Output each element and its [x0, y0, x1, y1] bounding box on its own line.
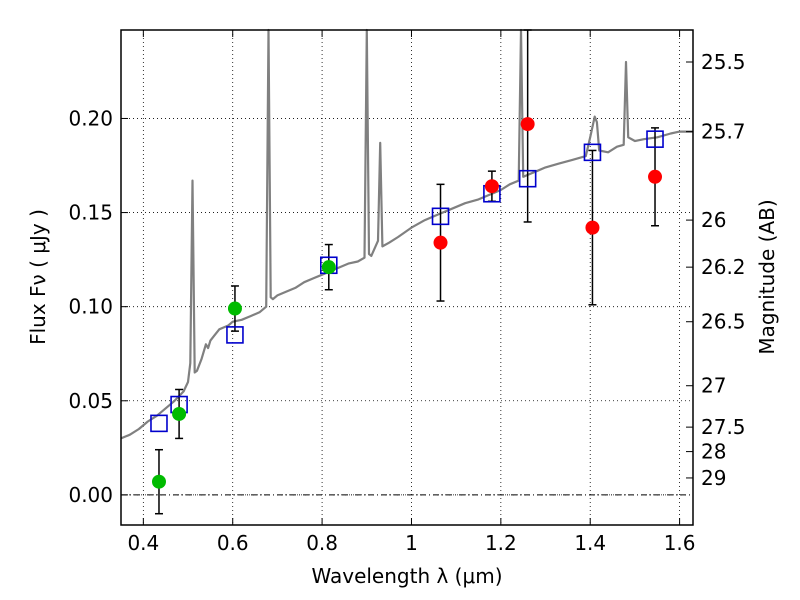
right-tick-label: 26.5: [701, 310, 746, 334]
right-tick-label: 28: [701, 440, 726, 464]
y-tick-label: 0.05: [68, 389, 113, 413]
plot-frame: [120, 29, 694, 526]
model-point: [226, 326, 244, 344]
photometry-point: [433, 235, 448, 250]
model-point: [518, 169, 537, 188]
y-tick-label: 0.00: [68, 483, 113, 507]
y-tick-label: 0.15: [68, 201, 113, 225]
x-tick-label: 1.6: [664, 531, 696, 555]
model-point: [150, 414, 168, 433]
right-tick-label: 26.2: [701, 255, 746, 279]
photometry-point: [585, 220, 600, 235]
y-axis-label: Flux Fν ( μJy ): [26, 209, 50, 345]
photometry-point: [227, 301, 242, 316]
x-tick-label: 0.8: [306, 531, 338, 555]
photometry-point: [151, 474, 166, 489]
x-axis-ticks: 0.4 0.6 0.8 1 1.2 1.4 1.6: [127, 30, 696, 555]
right-tick-label: 27: [701, 374, 726, 398]
photometry-point: [648, 169, 663, 184]
x-tick-label: 1.4: [574, 531, 606, 555]
x-axis-label: Wavelength λ (μm): [311, 564, 502, 588]
photometry-point: [321, 260, 336, 275]
right-axis-label: Magnitude (AB): [755, 199, 779, 354]
model-point: [646, 130, 664, 148]
y-tick-label: 0.20: [68, 106, 113, 130]
x-tick-label: 1.2: [485, 531, 517, 555]
right-tick-label: 29: [701, 466, 726, 490]
right-tick-label: 27.5: [701, 415, 746, 439]
gridlines: [121, 30, 693, 525]
right-tick-label: 25.5: [701, 50, 746, 74]
y-axis-ticks: 0.00 0.05 0.10 0.15 0.20: [68, 106, 128, 507]
x-tick-label: 0.6: [217, 531, 249, 555]
photometry-point: [172, 406, 187, 421]
model-point: [583, 143, 602, 162]
x-tick-label: 1: [405, 531, 418, 555]
photometry-point: [520, 117, 535, 132]
photometry-point: [484, 179, 499, 194]
sed-line: [120, 28, 693, 440]
right-tick-label: 26: [701, 208, 726, 232]
error-bars: [154, 29, 660, 515]
y-tick-label: 0.10: [68, 295, 113, 319]
model-sed-line: [120, 28, 693, 440]
data-markers: [150, 117, 664, 489]
x-tick-label: 0.4: [127, 531, 159, 555]
right-tick-label: 25.7: [701, 120, 746, 144]
model-point: [431, 207, 450, 226]
